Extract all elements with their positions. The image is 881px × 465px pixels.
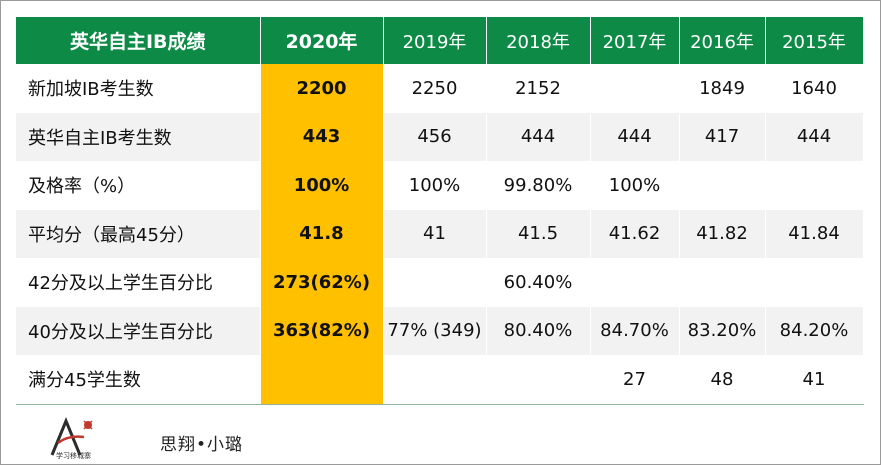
table-cell: 100%	[590, 161, 680, 210]
table-cell: 84.20%	[765, 306, 864, 355]
header-cell: 2018年	[486, 17, 591, 64]
table-cell: 273(62%)	[260, 258, 384, 307]
table-row: 英华自主IB考生数 443 456 444 444 417 444	[16, 112, 864, 161]
table-cell: 27	[590, 355, 680, 405]
row-label: 新加坡IB考生数	[16, 64, 261, 113]
table-cell: 2152	[486, 64, 591, 113]
table-cell: 456	[383, 112, 487, 161]
table-cell	[383, 258, 487, 307]
table-cell: 41.84	[765, 209, 864, 258]
table-cell	[383, 355, 487, 405]
table-cell	[260, 355, 384, 405]
logo-icon	[50, 417, 93, 456]
table-cell: 41.5	[486, 209, 591, 258]
logo-caption: 学习移城寨	[56, 452, 91, 460]
row-label: 及格率（%）	[16, 161, 261, 210]
table-cell: 444	[486, 112, 591, 161]
header-cell: 2016年	[679, 17, 766, 64]
table-cell: 77% (349)	[383, 306, 487, 355]
table-cell: 2250	[383, 64, 487, 113]
row-label: 平均分（最高45分）	[16, 209, 261, 258]
table-row: 满分45学生数 27 48 41	[16, 355, 864, 405]
table-cell: 41.62	[590, 209, 680, 258]
table-cell: 444	[590, 112, 680, 161]
row-label: 满分45学生数	[16, 355, 261, 405]
header-cell: 2020年	[260, 17, 384, 64]
table-row: 新加坡IB考生数 2200 2250 2152 1849 1640	[16, 64, 864, 113]
table-cell: 83.20%	[679, 306, 766, 355]
table-cell	[486, 355, 591, 405]
header-cell: 2017年	[590, 17, 680, 64]
ib-results-table: 英华自主IB成绩 2020年 2019年 2018年 2017年 2016年 2…	[16, 17, 864, 405]
table-row: 平均分（最高45分） 41.8 41 41.5 41.62 41.82 41.8…	[16, 209, 864, 258]
table-cell	[590, 64, 680, 113]
table-cell: 2200	[260, 64, 384, 113]
table-cell: 41.82	[679, 209, 766, 258]
table-cell: 417	[679, 112, 766, 161]
table-cell: 84.70%	[590, 306, 680, 355]
table-cell: 48	[679, 355, 766, 405]
header-cell: 2015年	[765, 17, 864, 64]
table-row: 及格率（%） 100% 100% 99.80% 100%	[16, 161, 864, 210]
table-cell	[765, 258, 864, 307]
table-cell: 1640	[765, 64, 864, 113]
table-cell: 1849	[679, 64, 766, 113]
table-cell: 60.40%	[486, 258, 591, 307]
table-header-row: 英华自主IB成绩 2020年 2019年 2018年 2017年 2016年 2…	[16, 17, 864, 64]
table-cell: 100%	[260, 161, 384, 210]
row-label: 42分及以上学生百分比	[16, 258, 261, 307]
table-cell: 99.80%	[486, 161, 591, 210]
table-cell: 41	[383, 209, 487, 258]
table-cell	[679, 258, 766, 307]
table-cell: 100%	[383, 161, 487, 210]
table-cell: 41.8	[260, 209, 384, 258]
table-cell: 443	[260, 112, 384, 161]
table-cell	[590, 258, 680, 307]
table-cell: 363(82%)	[260, 306, 384, 355]
author-signature: 思翔•小璐	[160, 435, 244, 455]
row-label: 40分及以上学生百分比	[16, 306, 261, 355]
header-cell: 英华自主IB成绩	[16, 17, 261, 64]
header-cell: 2019年	[383, 17, 487, 64]
table-cell	[679, 161, 766, 210]
table-row: 40分及以上学生百分比 363(82%) 77% (349) 80.40% 84…	[16, 306, 864, 355]
table-cell	[765, 161, 864, 210]
row-label: 英华自主IB考生数	[16, 112, 261, 161]
table-cell: 80.40%	[486, 306, 591, 355]
table-cell: 444	[765, 112, 864, 161]
table-cell: 41	[765, 355, 864, 405]
table-row: 42分及以上学生百分比 273(62%) 60.40%	[16, 258, 864, 307]
